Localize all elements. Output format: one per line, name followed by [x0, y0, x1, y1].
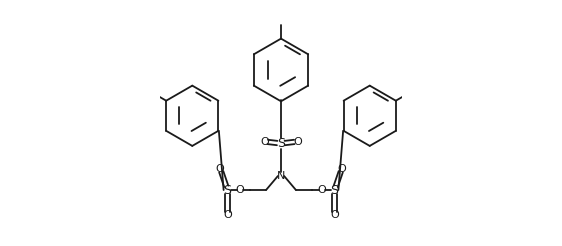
- Text: S: S: [330, 184, 338, 197]
- Text: O: O: [260, 137, 269, 147]
- Text: O: O: [235, 185, 244, 195]
- Text: O: O: [293, 137, 302, 147]
- Text: S: S: [277, 137, 285, 150]
- Text: O: O: [318, 185, 327, 195]
- Text: S: S: [224, 184, 232, 197]
- Text: O: O: [337, 164, 346, 174]
- Text: O: O: [330, 210, 339, 220]
- Text: O: O: [216, 164, 225, 174]
- Text: N: N: [277, 171, 285, 181]
- Text: O: O: [223, 210, 232, 220]
